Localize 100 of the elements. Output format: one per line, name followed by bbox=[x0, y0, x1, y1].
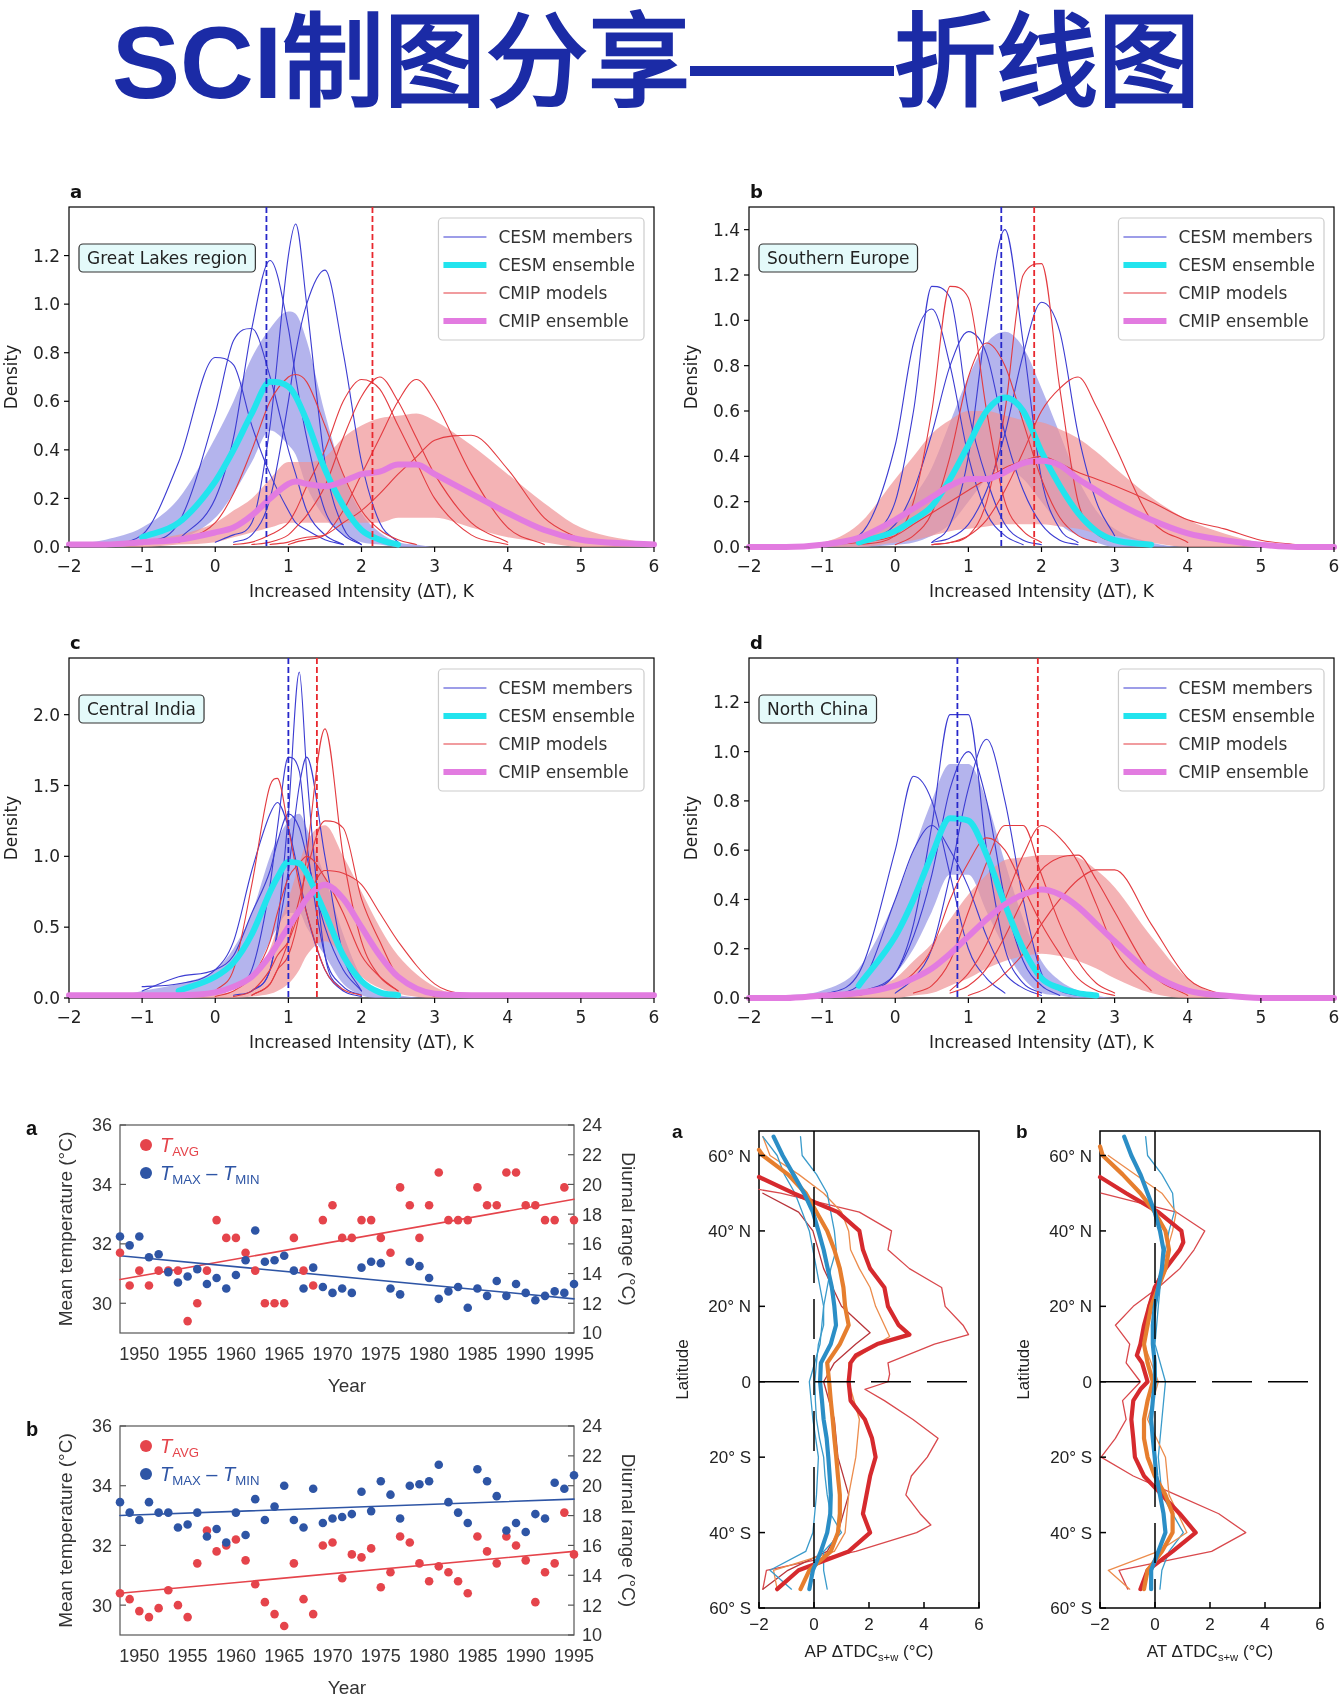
y2-tick-label: 14 bbox=[582, 1565, 603, 1586]
y-tick-label: 32 bbox=[91, 1535, 112, 1556]
x-tick-label: 3 bbox=[429, 556, 441, 576]
y-tick-label: 40° N bbox=[708, 1222, 751, 1242]
y2-tick-label: 24 bbox=[582, 1416, 603, 1437]
x-tick-label: 3 bbox=[429, 1007, 441, 1027]
chart-title: b bbox=[750, 181, 763, 202]
x-tick-label: 6 bbox=[1328, 556, 1340, 576]
x-tick-label: −2 bbox=[1090, 1615, 1110, 1634]
x-tick-label: 0 bbox=[889, 1007, 901, 1027]
y-tick-label: 2.0 bbox=[32, 704, 60, 725]
x-tick-label: 1975 bbox=[360, 1344, 401, 1364]
y-tick-label: 0.0 bbox=[32, 537, 60, 558]
y2-tick-label: 16 bbox=[582, 1234, 603, 1255]
y2-tick-label: 10 bbox=[582, 1323, 603, 1344]
y2-tick-label: 24 bbox=[582, 1115, 603, 1136]
y-tick-label: 36 bbox=[91, 1416, 112, 1437]
y-tick-label: 1.5 bbox=[32, 775, 60, 796]
x-tick-label: 6 bbox=[648, 1007, 660, 1027]
x-tick-label: 2 bbox=[1205, 1615, 1215, 1634]
y-axis-title: Density bbox=[1, 344, 21, 410]
x-tick-label: −1 bbox=[129, 556, 155, 576]
y-tick-label: 1.0 bbox=[712, 741, 740, 762]
y-tick-label: 36 bbox=[91, 1115, 112, 1136]
legend-label: CESM ensemble bbox=[1178, 705, 1315, 726]
legend-label: T$_{AVG}$ bbox=[160, 1435, 200, 1461]
y-tick-label: 60° S bbox=[1050, 1599, 1092, 1619]
x-tick-label: −2 bbox=[56, 556, 82, 576]
x-axis-title: Increased Intensity (ΔT), K bbox=[929, 581, 1155, 601]
x-tick-label: 2 bbox=[1036, 556, 1047, 576]
y-tick-label: 40° S bbox=[1050, 1523, 1092, 1543]
chart-title: d bbox=[750, 632, 763, 653]
y-tick-label: 60° N bbox=[1049, 1146, 1092, 1166]
y2-tick-label: 12 bbox=[582, 1595, 603, 1616]
legend-label: CMIP ensemble bbox=[1178, 310, 1309, 331]
y-tick-label: 0 bbox=[1082, 1372, 1092, 1392]
x-tick-label: 4 bbox=[1260, 1615, 1270, 1634]
x-tick-label: 2 bbox=[1036, 1007, 1047, 1027]
annotation: Southern Europe bbox=[767, 248, 910, 268]
x-tick-label: 1985 bbox=[457, 1646, 498, 1666]
x-tick-label: 1995 bbox=[553, 1646, 595, 1666]
y2-tick-label: 22 bbox=[582, 1446, 603, 1467]
x-tick-label: 1990 bbox=[505, 1344, 546, 1364]
legend-label: CESM ensemble bbox=[498, 254, 635, 275]
legend-label: T$_{MAX}$ – T$_{MIN}$ bbox=[160, 1162, 260, 1188]
x-tick-label: 1955 bbox=[167, 1344, 208, 1364]
y-tick-label: 0 bbox=[741, 1372, 751, 1392]
x-tick-label: −2 bbox=[736, 1007, 762, 1027]
legend-label: CESM ensemble bbox=[498, 705, 635, 726]
y-tick-label: 0.4 bbox=[712, 446, 740, 467]
legend-label: CMIP models bbox=[1178, 282, 1288, 303]
annotation: North China bbox=[767, 699, 869, 719]
legend-label: CESM members bbox=[498, 226, 633, 247]
x-tick-label: 1 bbox=[282, 556, 294, 576]
y-tick-label: 60° N bbox=[708, 1146, 751, 1166]
y-tick-label: 30 bbox=[91, 1293, 112, 1314]
y-tick-label: 0.2 bbox=[712, 938, 740, 959]
x-tick-label: 5 bbox=[1255, 1007, 1267, 1027]
x-tick-label: 1 bbox=[962, 556, 974, 576]
y-axis-title: Latitude bbox=[1014, 1339, 1033, 1400]
x-tick-label: 1 bbox=[282, 1007, 294, 1027]
y-axis-title: Mean temperature (°C) bbox=[55, 1131, 76, 1327]
y-tick-label: 0.0 bbox=[32, 988, 60, 1009]
x-tick-label: 4 bbox=[919, 1615, 929, 1634]
y-tick-label: 1.2 bbox=[712, 265, 740, 286]
y2-tick-label: 16 bbox=[582, 1535, 603, 1556]
x-tick-label: 1960 bbox=[215, 1646, 256, 1666]
y-tick-label: 30 bbox=[91, 1595, 112, 1616]
chart-title: c bbox=[70, 632, 81, 653]
legend-label: CMIP ensemble bbox=[498, 761, 629, 782]
x-tick-label: 1970 bbox=[312, 1646, 353, 1666]
chart-title: b bbox=[26, 1418, 39, 1440]
x-tick-label: 1950 bbox=[119, 1646, 160, 1666]
x-tick-label: 1 bbox=[962, 1007, 974, 1027]
y-tick-label: 0.4 bbox=[32, 439, 60, 460]
y-tick-label: 0.0 bbox=[712, 537, 740, 558]
y-axis-title: Density bbox=[681, 795, 701, 861]
annotation: Central India bbox=[87, 699, 197, 719]
y2-axis-title: Diurnal range (°C) bbox=[618, 1152, 639, 1306]
x-tick-label: 2 bbox=[864, 1615, 874, 1634]
y-tick-label: 32 bbox=[91, 1234, 112, 1255]
legend-label: CMIP ensemble bbox=[1178, 761, 1309, 782]
y-tick-label: 0.6 bbox=[712, 401, 740, 422]
y-tick-label: 1.2 bbox=[712, 692, 740, 713]
y-tick-label: 0.6 bbox=[712, 840, 740, 861]
x-tick-label: −2 bbox=[56, 1007, 82, 1027]
y-tick-label: 60° S bbox=[709, 1599, 751, 1619]
annotation: Great Lakes region bbox=[87, 248, 248, 268]
legend-label: T$_{AVG}$ bbox=[160, 1134, 200, 1160]
x-tick-label: 2 bbox=[356, 556, 367, 576]
x-tick-label: 0 bbox=[889, 556, 901, 576]
y2-tick-label: 10 bbox=[582, 1625, 603, 1646]
y2-tick-label: 12 bbox=[582, 1293, 603, 1314]
x-axis-title: Year bbox=[327, 1677, 367, 1698]
x-tick-label: 1995 bbox=[553, 1344, 595, 1364]
legend-label: CMIP models bbox=[498, 282, 608, 303]
x-tick-label: 1965 bbox=[264, 1344, 305, 1364]
y-tick-label: 34 bbox=[91, 1174, 112, 1195]
y2-tick-label: 18 bbox=[582, 1204, 603, 1225]
x-tick-label: 0 bbox=[1150, 1615, 1160, 1634]
